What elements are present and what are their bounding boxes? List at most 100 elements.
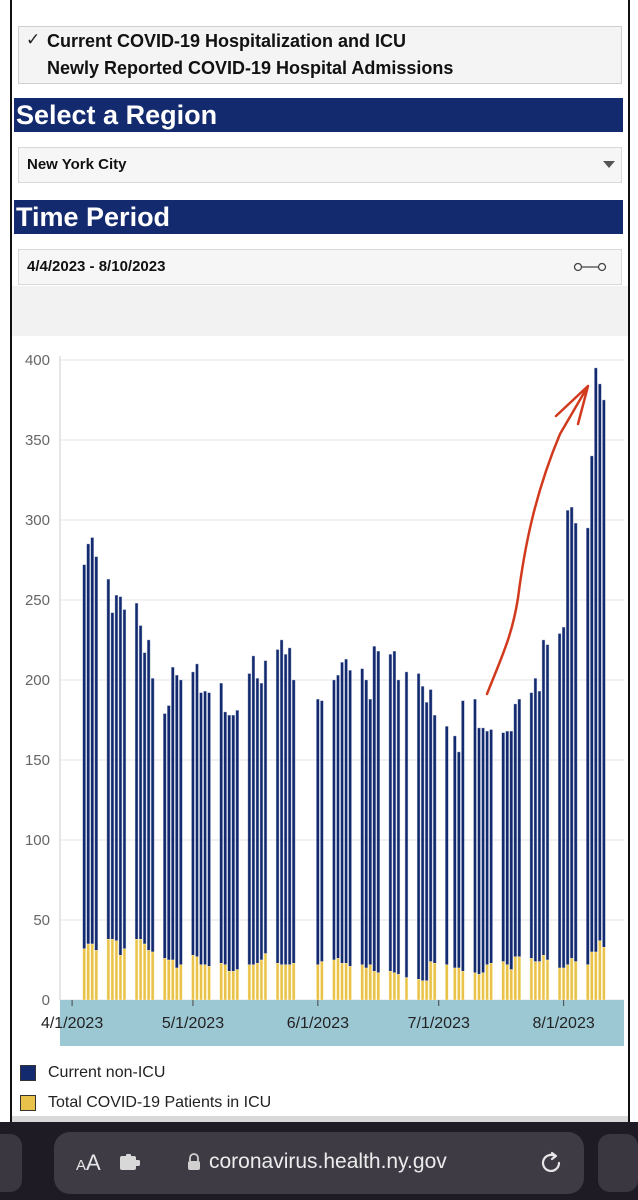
bar-non-icu[interactable] xyxy=(396,679,401,975)
bar-icu[interactable] xyxy=(114,940,119,1001)
bar-icu[interactable] xyxy=(320,961,324,1001)
bar-non-icu[interactable] xyxy=(284,654,288,965)
bar-non-icu[interactable] xyxy=(134,603,139,940)
bar-non-icu[interactable] xyxy=(340,662,344,964)
bar-icu[interactable] xyxy=(594,951,598,1001)
bar-non-icu[interactable] xyxy=(545,644,550,961)
bar-icu[interactable] xyxy=(509,969,513,1001)
bar-icu[interactable] xyxy=(477,974,481,1001)
bar-icu[interactable] xyxy=(557,967,562,1001)
bar-non-icu[interactable] xyxy=(517,699,521,958)
bar-icu[interactable] xyxy=(545,959,550,1001)
bar-icu[interactable] xyxy=(138,939,143,1001)
bar-non-icu[interactable] xyxy=(489,729,493,964)
bar-non-icu[interactable] xyxy=(416,673,421,980)
bar-non-icu[interactable] xyxy=(195,663,199,957)
bar-non-icu[interactable] xyxy=(199,692,203,965)
bar-icu[interactable] xyxy=(259,959,264,1001)
bar-non-icu[interactable] xyxy=(110,612,114,940)
bar-non-icu[interactable] xyxy=(151,678,155,953)
bar-icu[interactable] xyxy=(336,958,340,1001)
bar-icu[interactable] xyxy=(392,972,397,1001)
bar-icu[interactable] xyxy=(207,966,211,1001)
bar-non-icu[interactable] xyxy=(425,702,429,981)
bar-icu[interactable] xyxy=(279,964,284,1001)
bar-icu[interactable] xyxy=(255,963,260,1001)
bar-icu[interactable] xyxy=(163,958,167,1001)
bar-icu[interactable] xyxy=(147,950,151,1001)
bar-icu[interactable] xyxy=(227,971,231,1001)
bar-non-icu[interactable] xyxy=(388,654,392,972)
bar-non-icu[interactable] xyxy=(275,649,280,964)
bar-non-icu[interactable] xyxy=(513,703,517,958)
bar-icu[interactable] xyxy=(292,963,296,1001)
bar-non-icu[interactable] xyxy=(247,673,251,966)
bar-icu[interactable] xyxy=(191,955,195,1001)
bar-non-icu[interactable] xyxy=(433,715,437,964)
bar-icu[interactable] xyxy=(574,961,578,1001)
bar-non-icu[interactable] xyxy=(485,731,489,966)
bar-non-icu[interactable] xyxy=(138,625,143,940)
bar-non-icu[interactable] xyxy=(570,506,574,959)
bar-non-icu[interactable] xyxy=(223,711,227,966)
bar-non-icu[interactable] xyxy=(392,651,397,974)
bar-icu[interactable] xyxy=(388,971,392,1001)
bar-icu[interactable] xyxy=(288,964,292,1001)
chevron-down-icon[interactable] xyxy=(603,161,615,168)
bar-non-icu[interactable] xyxy=(598,383,602,941)
bar-icu[interactable] xyxy=(179,964,183,1001)
bar-non-icu[interactable] xyxy=(167,705,171,961)
bar-icu[interactable] xyxy=(340,963,344,1001)
reload-icon[interactable] xyxy=(538,1150,564,1176)
bar-non-icu[interactable] xyxy=(235,710,239,970)
bar-icu[interactable] xyxy=(134,939,139,1001)
bar-non-icu[interactable] xyxy=(537,691,542,962)
bar-non-icu[interactable] xyxy=(501,732,505,962)
bar-non-icu[interactable] xyxy=(376,651,380,974)
bar-icu[interactable] xyxy=(275,963,280,1001)
bar-non-icu[interactable] xyxy=(171,667,175,961)
bar-icu[interactable] xyxy=(429,961,433,1001)
next-tab-pill[interactable] xyxy=(598,1134,638,1192)
bar-icu[interactable] xyxy=(344,963,348,1001)
bar-icu[interactable] xyxy=(203,964,207,1001)
bar-non-icu[interactable] xyxy=(147,639,151,951)
menu-item-new-admissions[interactable]: Newly Reported COVID-19 Hospital Admissi… xyxy=(47,58,454,78)
bar-icu[interactable] xyxy=(453,967,457,1001)
bar-non-icu[interactable] xyxy=(457,751,461,969)
bar-non-icu[interactable] xyxy=(461,700,465,972)
bar-icu[interactable] xyxy=(284,964,288,1001)
bar-icu[interactable] xyxy=(171,959,175,1001)
bar-non-icu[interactable] xyxy=(473,699,477,974)
bar-non-icu[interactable] xyxy=(263,660,268,954)
bar-icu[interactable] xyxy=(570,958,574,1001)
bar-icu[interactable] xyxy=(235,969,239,1001)
bar-icu[interactable] xyxy=(251,964,256,1001)
bar-icu[interactable] xyxy=(461,971,465,1001)
bar-icu[interactable] xyxy=(481,972,485,1001)
region-select[interactable]: New York City xyxy=(18,147,622,183)
bar-non-icu[interactable] xyxy=(118,596,123,956)
bar-icu[interactable] xyxy=(360,964,364,1001)
bar-icu[interactable] xyxy=(586,964,590,1001)
bar-icu[interactable] xyxy=(118,955,123,1001)
bar-icu[interactable] xyxy=(332,959,336,1001)
bar-non-icu[interactable] xyxy=(477,727,481,975)
bar-non-icu[interactable] xyxy=(445,726,449,965)
bar-non-icu[interactable] xyxy=(86,543,90,945)
bar-icu[interactable] xyxy=(541,955,546,1001)
bar-non-icu[interactable] xyxy=(505,731,509,966)
bar-non-icu[interactable] xyxy=(292,679,296,964)
bar-icu[interactable] xyxy=(404,977,409,1001)
bar-non-icu[interactable] xyxy=(336,675,340,959)
bar-non-icu[interactable] xyxy=(529,692,534,959)
bar-icu[interactable] xyxy=(90,943,94,1001)
bar-icu[interactable] xyxy=(425,980,429,1001)
bar-non-icu[interactable] xyxy=(602,399,606,948)
bar-icu[interactable] xyxy=(485,964,489,1001)
bar-non-icu[interactable] xyxy=(114,595,119,942)
bar-icu[interactable] xyxy=(122,948,127,1001)
bar-non-icu[interactable] xyxy=(586,527,590,965)
bar-icu[interactable] xyxy=(566,964,570,1001)
bar-non-icu[interactable] xyxy=(420,686,425,981)
